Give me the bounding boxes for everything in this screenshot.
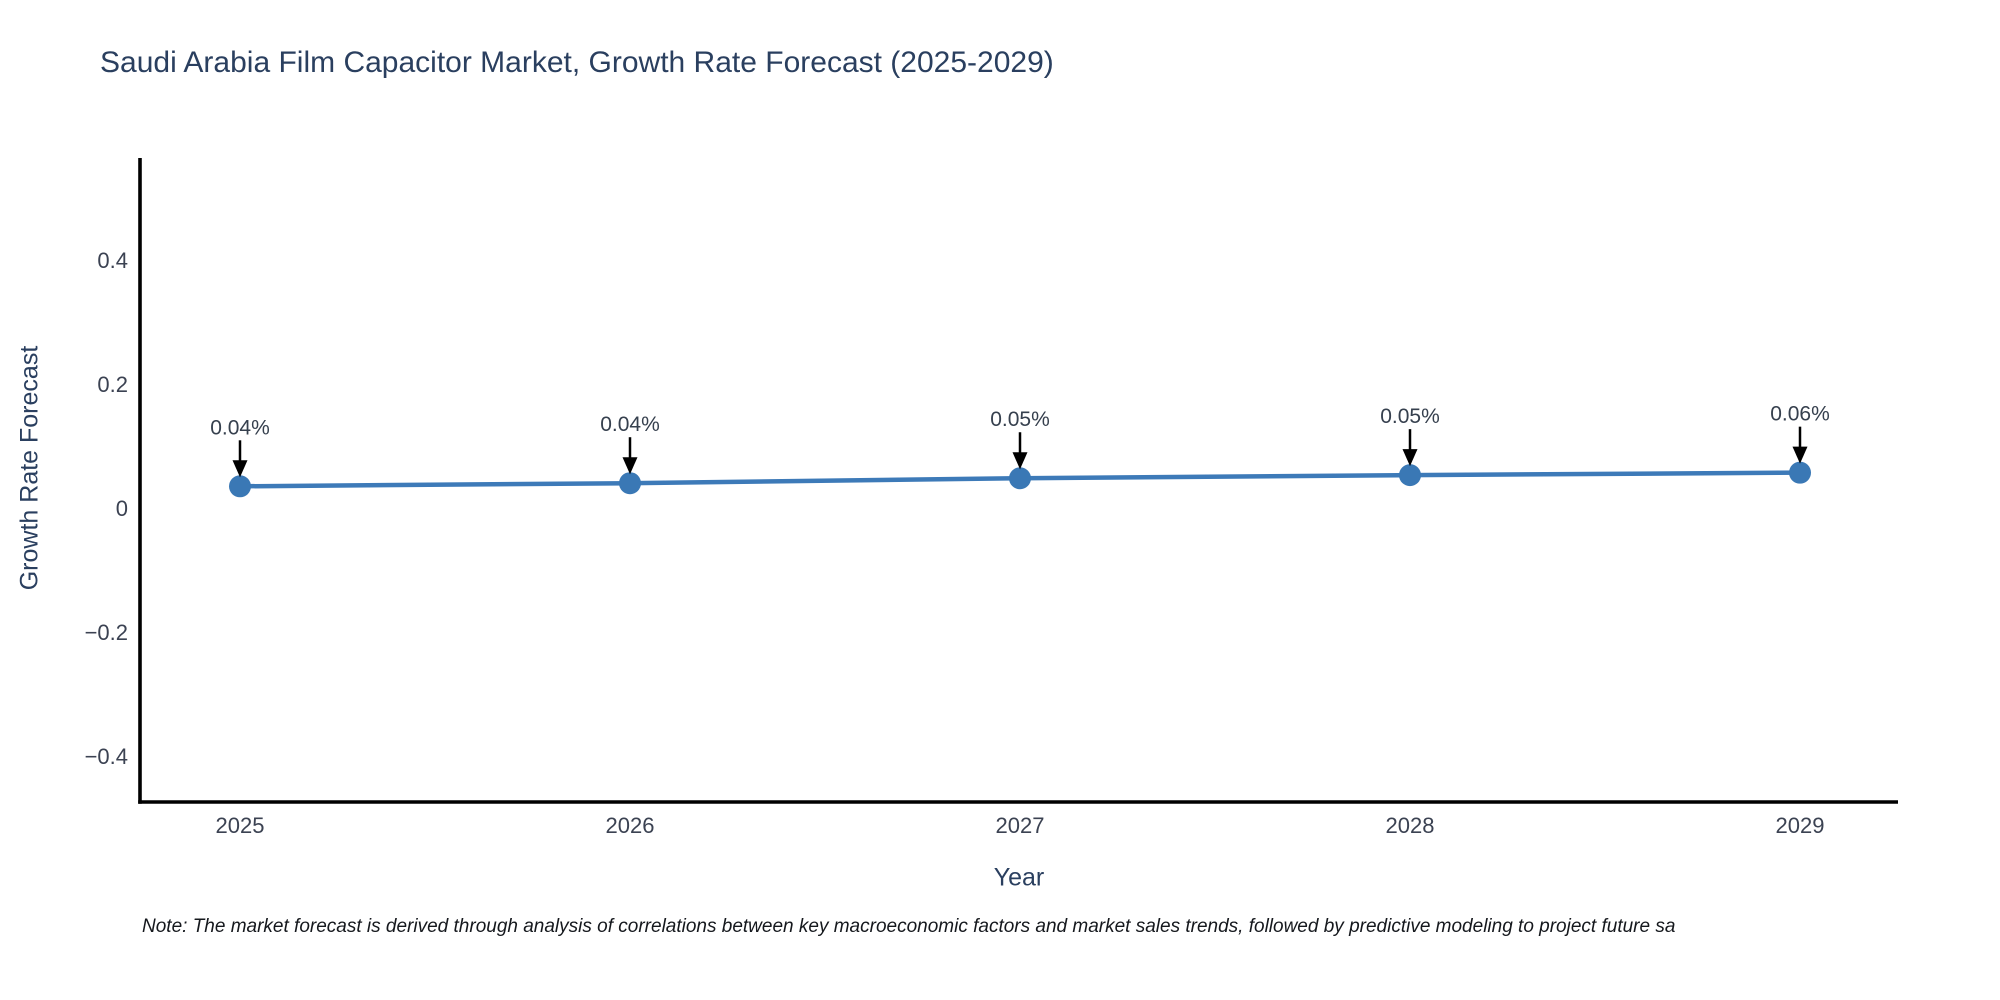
data-point-marker: [1789, 461, 1811, 484]
annotation-arrow-head: [1792, 446, 1808, 464]
y-tick-label: −0.4: [85, 744, 128, 769]
x-tick-label: 2025: [216, 813, 265, 838]
data-point-marker: [619, 472, 641, 495]
x-axis-title: Year: [993, 863, 1045, 892]
annotation-arrow-head: [1402, 449, 1418, 467]
data-point-marker: [1009, 467, 1031, 490]
data-point-label: 0.05%: [1380, 405, 1440, 428]
y-tick-label: 0: [116, 496, 128, 521]
y-tick-label: 0.4: [97, 248, 128, 273]
data-point-label: 0.04%: [600, 413, 660, 436]
footnote: Note: The market forecast is derived thr…: [142, 916, 1676, 937]
annotation-arrow-head: [232, 460, 248, 478]
x-tick-label: 2026: [606, 813, 655, 838]
y-tick-label: −0.2: [85, 620, 128, 645]
data-point-label: 0.04%: [210, 416, 270, 439]
annotation-arrow-head: [622, 457, 638, 475]
data-point-marker: [229, 475, 251, 498]
chart-title: Saudi Arabia Film Capacitor Market, Grow…: [100, 46, 1054, 79]
x-tick-label: 2027: [996, 813, 1045, 838]
data-point-marker: [1399, 464, 1421, 487]
x-tick-label: 2028: [1386, 813, 1435, 838]
x-tick-label: 2029: [1776, 813, 1825, 838]
annotation-arrow-head: [1012, 452, 1028, 470]
data-point-label: 0.05%: [990, 408, 1050, 431]
y-tick-label: 0.2: [97, 372, 128, 397]
data-point-label: 0.06%: [1770, 403, 1830, 426]
